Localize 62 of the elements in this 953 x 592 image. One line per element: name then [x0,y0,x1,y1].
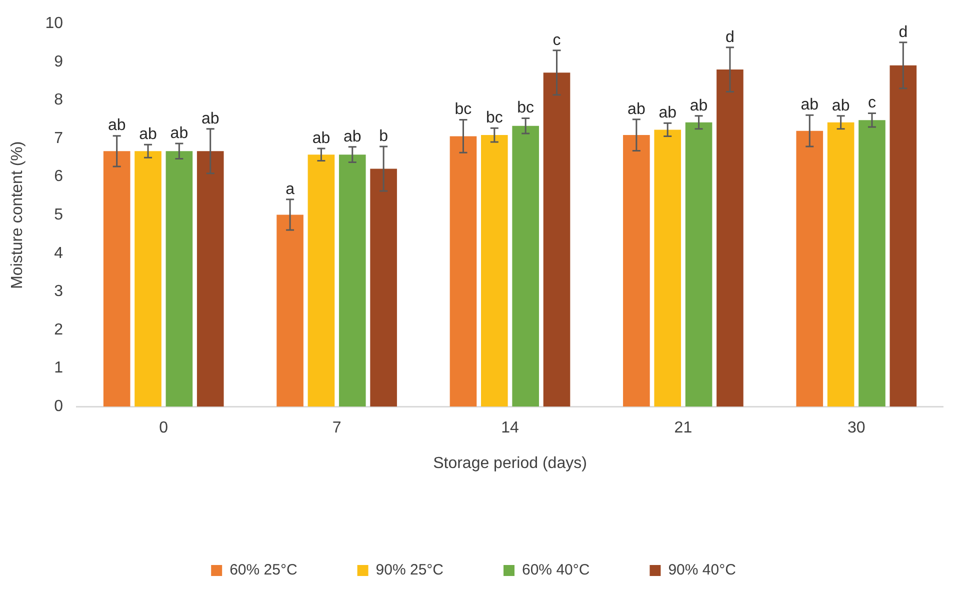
legend-label: 60% 25°C [230,562,298,579]
bar [166,151,193,407]
bar [890,65,917,407]
x-axis-title: Storage period (days) [433,454,587,472]
y-tick-label: 0 [54,398,64,416]
data-label: d [898,24,908,41]
data-label: ab [832,97,850,114]
x-tick-label: 7 [332,420,342,437]
data-label: ab [139,126,158,144]
data-label: ab [343,128,362,146]
bar [623,135,650,407]
data-label: ab [690,97,708,114]
data-label: b [379,128,388,145]
y-tick-label: 4 [54,244,64,262]
data-label: c [868,94,876,112]
bar [654,130,682,407]
bar [796,130,824,407]
y-tick-label: 6 [54,168,64,186]
bar [543,72,570,407]
bar [827,122,854,407]
bar [196,151,224,407]
data-label: ab [800,96,819,114]
bar [685,122,712,407]
y-tick-label: 2 [54,321,64,338]
data-label: ab [658,104,677,122]
y-tick-label: 7 [54,130,64,147]
data-label: ab [170,124,188,142]
bar [512,126,539,407]
y-tick-label: 5 [54,206,64,224]
x-tick-label: 14 [501,420,519,437]
bar [338,154,366,407]
data-label: bc [486,110,503,127]
y-axis-title: Moisture content (%) [9,141,26,289]
data-label: ab [312,130,330,147]
data-label: bc [454,101,472,118]
x-tick-label: 0 [159,420,168,437]
data-label: d [726,28,734,46]
data-label: a [286,180,295,198]
legend-label: 60% 40°C [522,562,590,579]
bar [134,151,162,407]
y-tick-label: 1 [54,360,64,377]
bar [481,135,508,407]
legend-label: 90% 40°C [668,562,736,579]
y-tick-label: 8 [54,92,64,109]
bar [103,151,130,407]
data-label: ab [628,100,646,118]
y-tick-label: 3 [54,283,64,300]
data-label: c [552,32,561,49]
bar [370,168,397,407]
data-label: ab [108,117,126,134]
data-label: ab [201,110,220,128]
y-tick-label: 10 [45,15,64,32]
bar [716,70,744,407]
bar [450,136,477,407]
bar [858,120,886,407]
bar [276,214,304,407]
legend-label: 90% 25°C [376,562,444,579]
x-tick-label: 30 [848,420,866,437]
data-label: bc [517,100,534,117]
bar [308,154,335,407]
y-tick-label: 9 [54,53,64,70]
x-tick-label: 21 [674,420,692,437]
